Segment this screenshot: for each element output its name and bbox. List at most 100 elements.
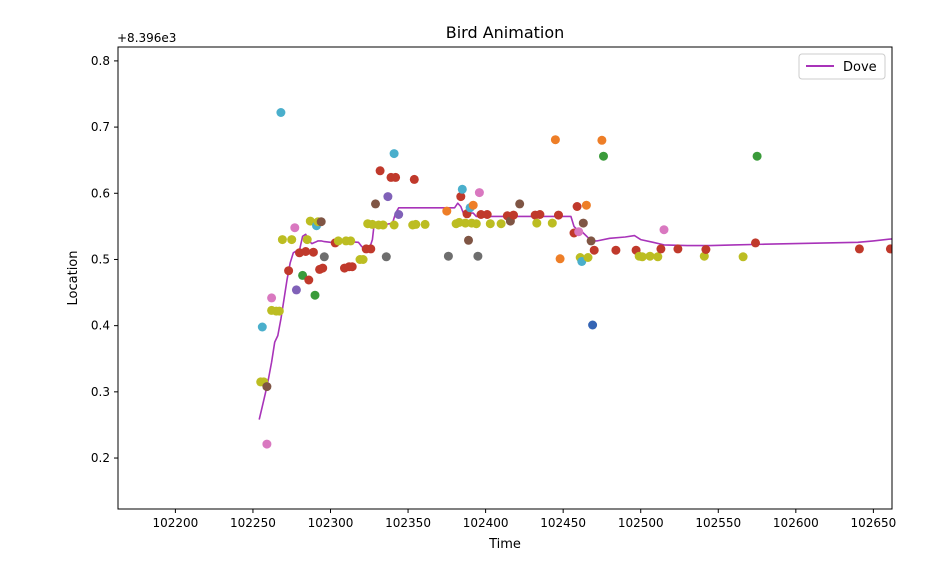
x-tick-label: 102300 (308, 516, 354, 530)
scatter-point (262, 439, 272, 449)
scatter-point (267, 293, 277, 303)
scatter-point (581, 200, 591, 210)
scatter-point (701, 245, 711, 254)
scatter-point (381, 252, 391, 262)
x-tick-label: 102550 (695, 516, 741, 530)
plot-frame (117, 46, 893, 510)
scatter-point (287, 235, 297, 245)
scatter-point (738, 252, 748, 262)
scatter-point (485, 219, 495, 229)
scatter-point (673, 244, 683, 254)
scatter-point (371, 199, 380, 209)
scatter-point (420, 219, 430, 229)
scatter-point (659, 225, 669, 235)
y-offset-label: +8.396e3 (117, 31, 176, 45)
scatter-point (653, 252, 663, 262)
scatter-point (572, 202, 582, 211)
x-tick-label: 102200 (152, 516, 198, 530)
scatter-point (274, 306, 284, 316)
scatter-point (555, 254, 565, 264)
scatter-point (476, 210, 486, 219)
scatter-point (597, 135, 607, 145)
scatter-point (550, 135, 560, 145)
scatter-point (310, 290, 320, 300)
scatter-point (366, 244, 376, 254)
scatter-point (284, 266, 294, 276)
scatter-point (751, 238, 760, 248)
y-tick-label: 0.5 (91, 252, 110, 266)
chart-title: Bird Animation (446, 23, 565, 42)
y-tick-label: 0.6 (91, 186, 110, 200)
scatter-point (302, 235, 312, 245)
legend-dove-label: Dove (843, 60, 877, 75)
scatter-point (474, 188, 484, 198)
scatter-point (586, 236, 596, 246)
legend-box (798, 53, 886, 80)
scatter-point (509, 210, 518, 220)
x-axis-label: Time (488, 537, 521, 552)
scatter-point (308, 247, 318, 257)
scatter-point (599, 151, 608, 161)
scatter-point (456, 192, 466, 202)
scatter-point (535, 210, 545, 219)
scatter-point (752, 151, 762, 161)
scatter-point (588, 320, 598, 330)
scatter-point (464, 235, 473, 245)
scatter-point (411, 219, 421, 229)
scatter-point (578, 218, 588, 228)
scatter-point (589, 245, 599, 255)
scatter-point (305, 216, 315, 226)
scatter-point (547, 218, 557, 228)
scatter-point (290, 223, 300, 233)
scatter-point (854, 244, 864, 254)
scatter-point (304, 275, 314, 285)
scatter-point (346, 236, 356, 246)
scatter-point (656, 244, 666, 254)
scatter-point (318, 263, 328, 273)
scatter-point (301, 247, 311, 256)
x-axis-ticks: 102200 102250 102300 102350 102400 102450 1025… (152, 509, 896, 530)
scatter-point (378, 220, 388, 230)
scatter-point (645, 251, 655, 261)
scatter-point (473, 251, 483, 261)
legend: Dove (798, 53, 886, 80)
scatter-point (409, 174, 419, 184)
y-axis-label: Location (66, 251, 81, 306)
scatter-point (277, 235, 287, 245)
scatter-point (460, 218, 470, 228)
scatter-point (885, 244, 892, 254)
scatter-point (389, 220, 399, 230)
scatter-point (482, 210, 492, 219)
scatter-point (442, 206, 452, 216)
scatter-point (554, 210, 563, 220)
x-tick-label: 102650 (850, 516, 896, 530)
scatter-point (468, 200, 478, 210)
x-tick-label: 102450 (540, 516, 586, 530)
y-tick-label: 0.8 (91, 54, 110, 68)
scatter-point (515, 199, 525, 209)
x-tick-label: 102500 (618, 516, 664, 530)
y-tick-label: 0.4 (91, 319, 110, 333)
scatter-point (611, 245, 621, 255)
scatter-point (394, 210, 404, 219)
scatter-point (375, 166, 385, 176)
y-tick-label: 0.7 (91, 120, 110, 134)
scatter-point (443, 251, 453, 261)
scatter-point (291, 285, 301, 295)
scatter-point (333, 236, 343, 246)
scatter-point (316, 217, 326, 227)
scatter-point (389, 149, 399, 159)
scatter-point (471, 219, 481, 229)
scatter-point (262, 382, 272, 392)
plot-area (256, 108, 892, 449)
x-tick-label: 102600 (773, 516, 819, 530)
scatter-point (298, 270, 308, 280)
scatter-point (358, 255, 368, 264)
scatter-point (457, 184, 467, 194)
y-tick-label: 0.2 (91, 451, 110, 465)
scatter-point (391, 172, 401, 182)
scatter-point (276, 108, 286, 117)
scatter-point (574, 227, 584, 237)
